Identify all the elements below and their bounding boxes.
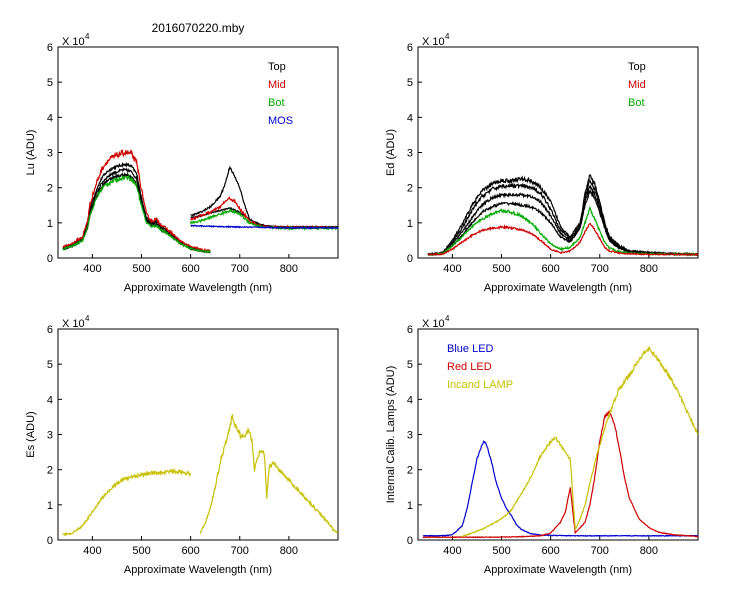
y-tick-label: 5 — [407, 359, 413, 371]
legend-blue-led: Blue LED — [447, 343, 494, 355]
x-axis-label: Approximate Wavelength (nm) — [484, 564, 632, 576]
x-tick-label: 500 — [132, 263, 150, 275]
y-tick-label: 2 — [407, 183, 413, 195]
scale-label: X 10 — [422, 318, 445, 330]
x-tick-label: 600 — [181, 545, 199, 557]
y-tick-label: 4 — [407, 394, 413, 406]
y-tick-label: 2 — [47, 465, 53, 477]
y-tick-label: 0 — [47, 253, 53, 265]
y-tick-label: 3 — [47, 430, 53, 442]
series-top-line — [62, 167, 211, 254]
x-tick-label: 400 — [83, 263, 101, 275]
x-axis-label: Approximate Wavelength (nm) — [124, 282, 272, 294]
y-tick-label: 1 — [47, 218, 53, 230]
y-tick-label: 0 — [407, 253, 413, 265]
series-es-line — [199, 414, 338, 534]
y-tick-label: 1 — [407, 218, 413, 230]
y-tick-label: 3 — [407, 148, 413, 160]
y-tick-label: 3 — [407, 430, 413, 442]
series-top-line — [427, 185, 698, 257]
legend-top: Top — [628, 61, 646, 73]
series-incand-lamp-line — [461, 346, 698, 538]
legend-incand-lamp: Incand LAMP — [447, 379, 513, 391]
y-tick-label: 5 — [47, 359, 53, 371]
y-tick-label: 0 — [47, 535, 53, 547]
x-tick-label: 400 — [83, 545, 101, 557]
x-tick-label: 600 — [541, 263, 559, 275]
y-axis-label: Lu (ADU) — [25, 130, 37, 176]
series-mid-line — [427, 223, 698, 257]
x-tick-label: 700 — [231, 545, 249, 557]
series-bot-line — [427, 205, 698, 257]
series-top-line — [427, 174, 698, 257]
figure-title: 2016070220.mby — [152, 21, 245, 35]
y-tick-label: 3 — [47, 148, 53, 160]
y-axis-label: Es (ADU) — [25, 411, 37, 457]
y-tick-label: 1 — [407, 500, 413, 512]
y-tick-label: 6 — [407, 324, 413, 336]
scale-exponent: 4 — [85, 314, 90, 323]
series-top-line — [427, 179, 698, 257]
y-tick-label: 1 — [47, 500, 53, 512]
x-tick-label: 800 — [280, 545, 298, 557]
series-blue-led-line — [422, 440, 698, 538]
x-tick-label: 800 — [640, 263, 658, 275]
series-red-led-line — [422, 409, 698, 539]
series-bot-line — [62, 173, 211, 254]
x-tick-label: 600 — [181, 263, 199, 275]
y-tick-label: 0 — [407, 535, 413, 547]
legend-red-led: Red LED — [447, 361, 492, 373]
legend-bot: Bot — [268, 97, 285, 109]
legend-mid: Mid — [628, 79, 646, 91]
series-es-line — [62, 467, 192, 537]
y-tick-label: 4 — [407, 112, 413, 124]
y-tick-label: 4 — [47, 112, 53, 124]
y-tick-label: 2 — [407, 465, 413, 477]
y-tick-label: 6 — [47, 324, 53, 336]
y-tick-label: 5 — [407, 77, 413, 89]
y-tick-label: 5 — [47, 77, 53, 89]
x-tick-label: 500 — [492, 545, 510, 557]
legend-bot: Bot — [628, 97, 645, 109]
scale-exponent: 4 — [445, 32, 450, 41]
x-tick-label: 400 — [443, 545, 461, 557]
scale-exponent: 4 — [85, 32, 90, 41]
x-tick-label: 400 — [443, 263, 461, 275]
x-tick-label: 500 — [132, 545, 150, 557]
x-tick-label: 800 — [640, 545, 658, 557]
scale-label: X 10 — [62, 36, 85, 48]
y-tick-label: 4 — [47, 394, 53, 406]
x-tick-label: 700 — [591, 545, 609, 557]
plot-frame — [57, 328, 339, 541]
x-axis-label: Approximate Wavelength (nm) — [484, 282, 632, 294]
y-tick-label: 2 — [47, 183, 53, 195]
y-tick-label: 6 — [47, 42, 53, 54]
scale-label: X 10 — [422, 36, 445, 48]
legend-mid: Mid — [268, 79, 286, 91]
scale-exponent: 4 — [445, 314, 450, 323]
x-tick-label: 700 — [591, 263, 609, 275]
y-axis-label: Internal Calib. Lamps (ADU) — [385, 366, 397, 504]
x-tick-label: 600 — [541, 545, 559, 557]
x-tick-label: 700 — [231, 263, 249, 275]
x-tick-label: 500 — [492, 263, 510, 275]
scale-label: X 10 — [62, 318, 85, 330]
legend-top: Top — [268, 61, 286, 73]
y-axis-label: Ed (ADU) — [385, 129, 397, 176]
x-tick-label: 800 — [280, 263, 298, 275]
y-tick-label: 6 — [407, 42, 413, 54]
series-mos-line — [190, 224, 338, 230]
x-axis-label: Approximate Wavelength (nm) — [124, 564, 272, 576]
legend-mos: MOS — [268, 115, 293, 127]
series-top-line — [190, 165, 338, 230]
series-mid-line — [190, 195, 338, 231]
